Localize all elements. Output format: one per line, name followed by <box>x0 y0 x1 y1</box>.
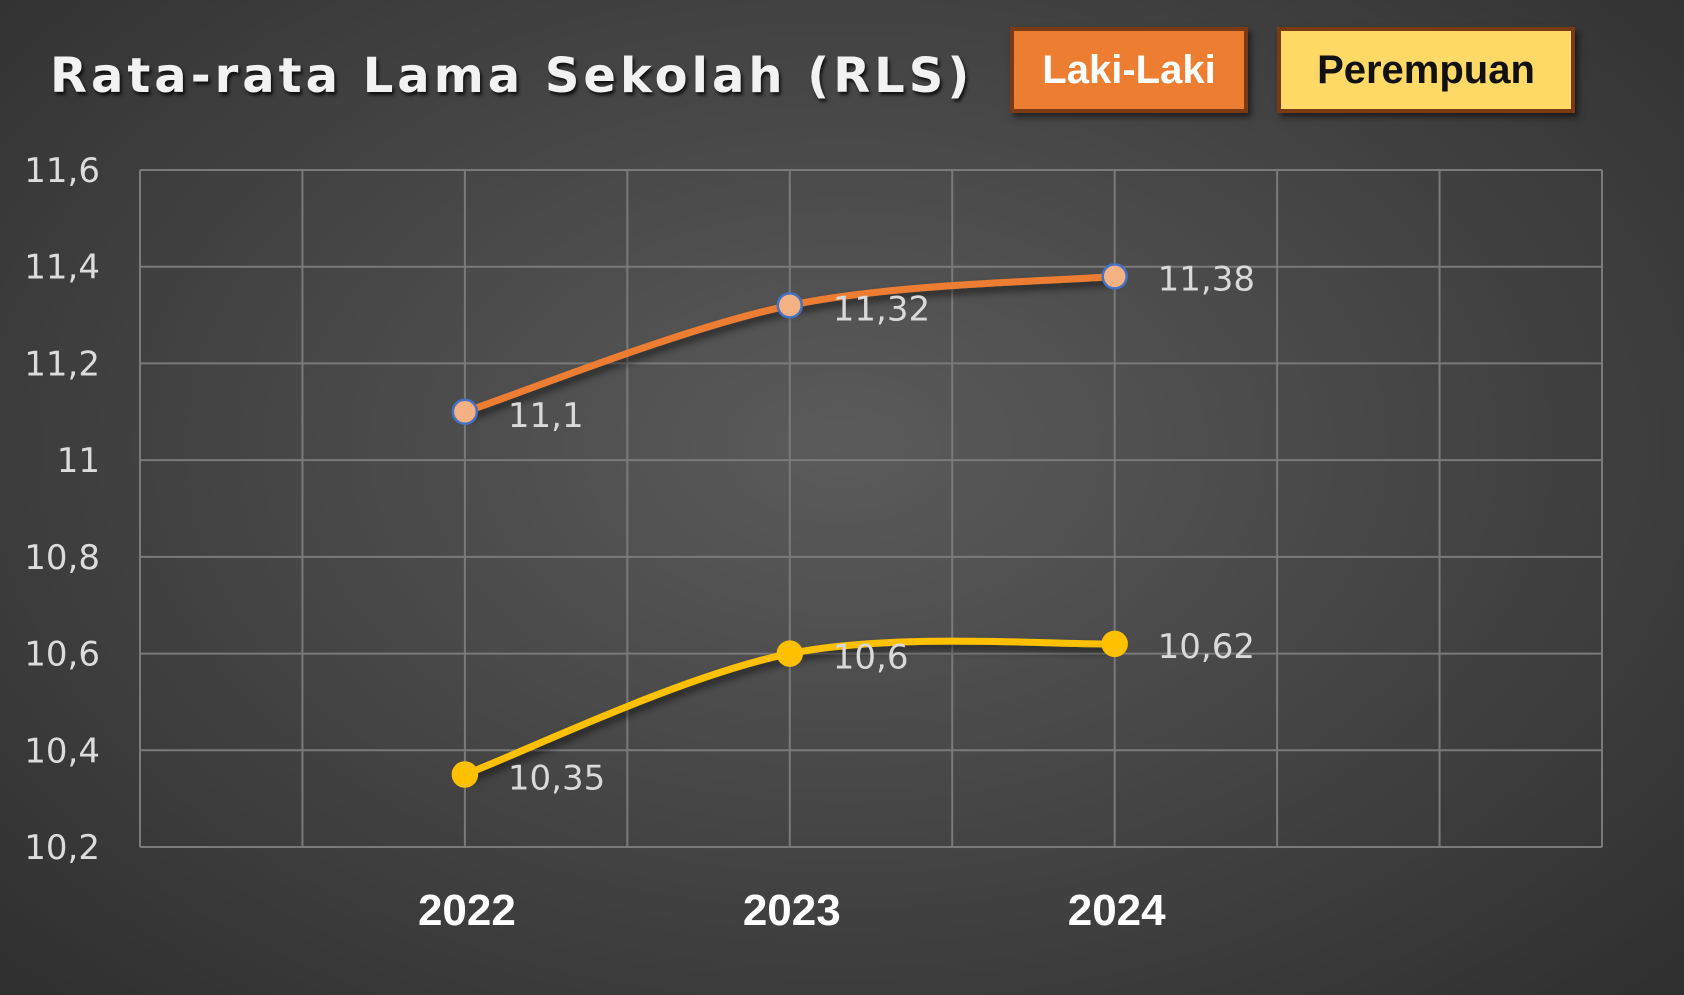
data-label: 11,32 <box>833 289 930 329</box>
y-tick-label: 11 <box>57 441 100 481</box>
y-tick-label: 10,2 <box>24 828 100 868</box>
data-point-marker <box>1101 263 1128 290</box>
x-tick-label: 2022 <box>418 886 516 935</box>
data-point-marker <box>451 398 479 426</box>
data-label: 10,6 <box>833 638 909 678</box>
legend-perempuan: Perempuan <box>1277 27 1575 113</box>
axes: 10,2 10,4 10,6 10,8 11 11,2 11,4 11,6 2022 2023 20… <box>24 151 1166 935</box>
y-tick-label: 10,6 <box>24 635 100 675</box>
data-point-marker <box>451 761 479 788</box>
y-tick-label: 11,6 <box>24 151 100 191</box>
data-point-marker <box>1101 630 1128 658</box>
y-tick-label: 11,4 <box>24 248 100 288</box>
data-label: 11,1 <box>508 396 584 436</box>
data-label: 11,38 <box>1158 259 1255 299</box>
data-point-marker <box>776 292 804 319</box>
series-markers <box>451 263 1128 788</box>
data-label: 10,62 <box>1158 627 1255 667</box>
chart-title: Rata-rata Lama Sekolah (RLS) <box>50 48 974 104</box>
x-tick-label: 2023 <box>743 886 841 935</box>
data-label: 10,35 <box>508 758 605 798</box>
gridlines <box>139 169 1603 848</box>
legend-laki-laki: Laki-Laki <box>1010 27 1248 113</box>
data-labels: 11,1 11,32 11,38 10,35 10,6 10,62 <box>508 259 1255 798</box>
y-tick-label: 10,8 <box>24 538 100 578</box>
data-point-marker <box>776 640 804 667</box>
y-tick-label: 11,2 <box>24 344 100 384</box>
y-tick-label: 10,4 <box>24 731 100 771</box>
x-tick-label: 2024 <box>1068 886 1166 935</box>
